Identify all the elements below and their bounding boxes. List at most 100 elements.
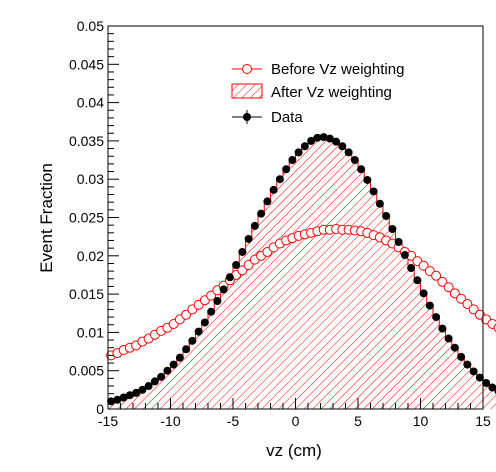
data-markers <box>107 133 496 406</box>
after-weighting-bar <box>426 306 433 409</box>
data-point <box>163 366 172 375</box>
data-point <box>413 276 422 285</box>
data-point <box>157 372 166 381</box>
after-weighting-bar <box>314 139 321 410</box>
after-weighting-bar <box>164 370 171 409</box>
after-weighting-bar <box>351 160 358 409</box>
after-weighting-bar <box>476 378 483 409</box>
legend-marker-data <box>243 113 251 121</box>
data-point <box>325 134 334 143</box>
after-weighting-bar <box>433 317 440 409</box>
data-point <box>425 301 434 310</box>
before-weighting-point <box>181 309 192 320</box>
data-point <box>219 285 228 294</box>
after-weighting-bar <box>239 252 246 409</box>
data-point <box>263 197 272 206</box>
legend-item-before: Before Vz weighting <box>232 61 404 78</box>
y-tick-label: 0.02 <box>77 248 104 264</box>
before-weighting-point <box>243 259 254 270</box>
data-point <box>182 345 191 354</box>
data-point <box>450 343 459 352</box>
data-point <box>457 352 466 361</box>
after-weighting-bar <box>414 281 421 409</box>
after-weighting-bar <box>276 179 283 409</box>
after-weighting-bar <box>333 143 340 409</box>
data-point <box>257 209 266 218</box>
data-point <box>319 133 328 142</box>
after-weighting-bar <box>295 153 302 409</box>
data-point <box>382 211 391 220</box>
data-point <box>475 373 484 382</box>
after-weighting-bar <box>401 255 408 409</box>
after-weighting-bar <box>458 357 465 409</box>
after-weighting-bar <box>139 389 146 409</box>
before-weighting-point <box>468 304 479 315</box>
data-point <box>463 360 472 369</box>
after-weighting-bar <box>120 397 127 409</box>
y-tick-label: 0.015 <box>69 286 104 302</box>
data-point <box>363 175 372 184</box>
data-point <box>375 199 384 208</box>
legend-swatch-after <box>231 83 263 99</box>
data-point <box>138 385 147 394</box>
before-weighting-point <box>443 282 454 293</box>
before-weighting-point <box>418 260 429 271</box>
before-weighting-point <box>437 276 448 287</box>
data-point <box>300 142 309 151</box>
data-point <box>388 224 397 233</box>
y-axis-label: Event Fraction <box>37 163 56 273</box>
before-weighting-markers <box>106 223 496 361</box>
after-weighting-bar <box>308 141 315 409</box>
after-weighting-bar <box>383 217 390 409</box>
data-point <box>407 264 416 273</box>
data-point <box>400 251 409 260</box>
after-weighting-bar <box>470 372 477 409</box>
after-weighting-bar <box>251 227 258 409</box>
x-tick-label: -15 <box>98 413 118 429</box>
before-weighting-point <box>237 265 248 276</box>
x-tick-label: 0 <box>292 413 300 429</box>
x-tick-label: -10 <box>160 413 180 429</box>
y-tick-label: 0.005 <box>69 363 104 379</box>
after-weighting-bar <box>289 161 296 409</box>
after-weighting-bar <box>483 383 490 409</box>
after-weighting-bar <box>226 278 233 409</box>
data-point <box>294 148 303 157</box>
x-tick-label: 5 <box>354 413 362 429</box>
before-weighting-point <box>431 270 442 281</box>
data-point <box>313 133 322 142</box>
after-weighting-bar <box>364 181 371 409</box>
after-weighting-bar <box>370 192 377 409</box>
y-tick-label: 0.045 <box>69 56 104 72</box>
after-weighting-bar <box>158 376 165 409</box>
data-point <box>419 289 428 298</box>
data-point <box>275 175 284 184</box>
after-weighting-bar <box>258 214 265 409</box>
before-weighting-point <box>456 293 467 304</box>
legend-marker-before <box>242 64 252 74</box>
data-point <box>350 156 359 165</box>
x-tick-label: -5 <box>227 413 240 429</box>
y-tick-label: 0.01 <box>77 324 104 340</box>
data-point <box>132 388 141 397</box>
after-weighting-bar <box>408 268 415 409</box>
after-weighting-bar <box>201 322 208 409</box>
after-weighting-bar <box>358 170 365 409</box>
data-point <box>288 156 297 165</box>
data-point <box>125 391 134 400</box>
legend-item-data: Data <box>232 109 303 126</box>
data-point <box>119 393 128 402</box>
data-point <box>394 238 403 247</box>
before-weighting-point <box>206 290 217 301</box>
data-point <box>269 185 278 194</box>
data-point <box>344 148 353 157</box>
after-weighting-bar <box>339 147 346 409</box>
data-point <box>113 395 122 404</box>
data-point <box>369 187 378 196</box>
data-point <box>232 260 241 269</box>
legend-label-after: After Vz weighting <box>271 84 392 101</box>
data-point <box>482 378 491 387</box>
x-tick-label: 10 <box>413 413 429 429</box>
y-tick-label: 0.035 <box>69 133 104 149</box>
